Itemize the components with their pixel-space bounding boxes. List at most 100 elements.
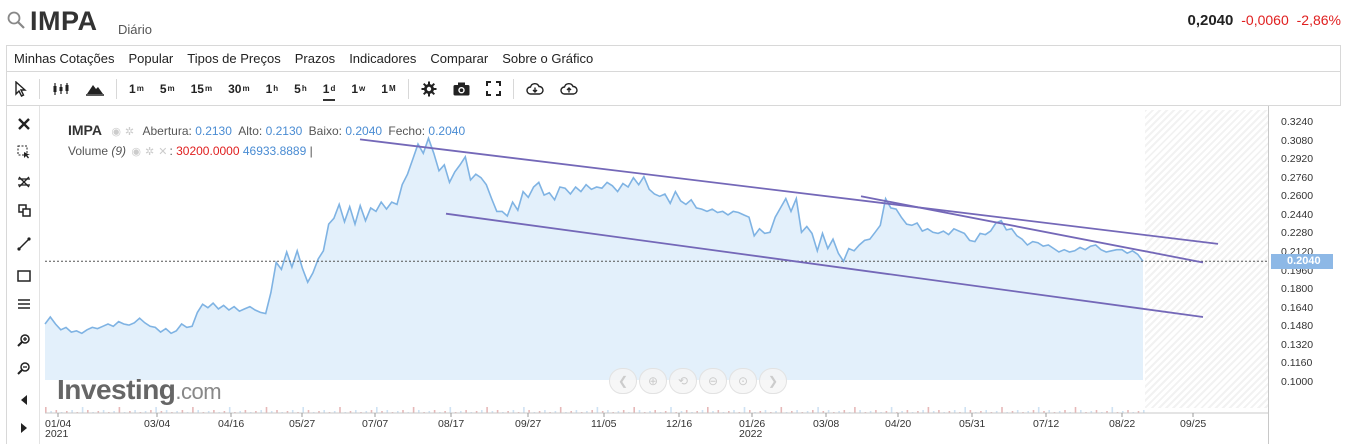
menu-popular[interactable]: Popular: [128, 51, 174, 66]
clone-tool[interactable]: [14, 200, 34, 220]
close-value: 0.2040: [428, 124, 466, 138]
zoom-in-icon: [17, 334, 30, 347]
download-button[interactable]: [518, 77, 552, 101]
low-label: Baixo:: [308, 124, 342, 138]
volume-bar: [144, 411, 147, 413]
volume-bar: [607, 410, 609, 413]
candlestick-icon: [53, 82, 69, 95]
gear-icon: [421, 81, 437, 96]
upload-button[interactable]: [552, 77, 586, 101]
open-label: Abertura:: [142, 124, 192, 138]
interval-unit: h: [273, 84, 279, 93]
x-tick-label: 11/05: [591, 418, 617, 430]
mountain-icon: [86, 84, 104, 96]
x-tick-label: 03/08: [813, 418, 840, 430]
menu-prazos[interactable]: Prazos: [294, 51, 336, 66]
settings-button[interactable]: [413, 77, 445, 101]
pointer-tool-button[interactable]: [7, 77, 35, 101]
legend-gear-icon[interactable]: ✲: [124, 126, 135, 138]
rectangle-tool[interactable]: [14, 266, 34, 286]
cloud-download-icon: [525, 82, 544, 95]
interval-30m-button[interactable]: 30 m: [220, 77, 257, 101]
volume-bar: [1048, 410, 1050, 413]
zoom-out-nav-button[interactable]: ⊖: [699, 368, 727, 394]
trendline[interactable]: [860, 195, 1204, 264]
volume-bar: [486, 407, 488, 413]
zoom-reset-nav-button[interactable]: ⊙: [729, 368, 757, 394]
volume-bar: [302, 407, 304, 413]
price-plot[interactable]: [41, 106, 1268, 444]
menu-minhas-cotacoes[interactable]: Minhas Cotações: [14, 51, 115, 66]
fullscreen-button[interactable]: [478, 77, 509, 101]
close-tool[interactable]: [14, 114, 34, 134]
volume-bar: [260, 410, 262, 413]
area-chart-button[interactable]: [78, 77, 112, 101]
legend-eye-icon[interactable]: ◉: [111, 126, 121, 138]
volume-bar: [822, 411, 825, 413]
scroll-right-tool[interactable]: [14, 418, 34, 438]
x-tick-label: 08/22: [1109, 418, 1136, 430]
volume-bar: [1127, 410, 1129, 413]
select-area-icon: [17, 145, 30, 159]
scroll-left-tool[interactable]: [14, 390, 34, 410]
fibonacci-icon: [18, 176, 30, 188]
y-tick-label: 0.1480: [1281, 320, 1314, 333]
select-area-tool[interactable]: [14, 142, 34, 162]
trendline[interactable]: [445, 212, 1204, 318]
volume-bar: [827, 410, 830, 413]
price-axis[interactable]: 0.1000 0.1160 0.1320 0.1480 0.1640 0.1800 0.19…: [1268, 106, 1341, 444]
volume-gear-icon[interactable]: ✲: [145, 146, 155, 158]
close-label: Fecho:: [388, 124, 426, 138]
volume-eye-icon[interactable]: ◉: [131, 146, 141, 158]
fibonacci-tool[interactable]: [14, 172, 34, 192]
volume-bar: [838, 411, 840, 413]
candlestick-chart-button[interactable]: [44, 77, 78, 101]
menu-sobre-o-grafico[interactable]: Sobre o Gráfico: [502, 51, 594, 66]
volume-bar: [244, 410, 247, 413]
line-tool[interactable]: [14, 234, 34, 254]
volume-bar: [376, 407, 378, 413]
volume-bar: [412, 407, 415, 413]
horizontal-lines-tool[interactable]: [14, 294, 34, 314]
screenshot-button[interactable]: [445, 77, 478, 101]
volume-close-icon[interactable]: ✕: [158, 146, 168, 158]
reset-nav-button[interactable]: ⟲: [669, 368, 697, 394]
interval-15m-button[interactable]: 15 m: [183, 77, 220, 101]
volume-bar: [449, 407, 452, 413]
x-year-label: 2022: [739, 428, 763, 440]
menu-indicadores[interactable]: Indicadores: [349, 51, 417, 66]
interval-unit: M: [388, 84, 396, 93]
volume-bar: [81, 407, 84, 413]
volume-bar: [775, 411, 777, 413]
price-chart[interactable]: IMPA ◉ ✲ Abertura: 0.2130 Alto: 0.2130 Ba…: [41, 106, 1341, 444]
interval-label: 1: [351, 81, 359, 96]
menu-tipos-de-precos[interactable]: Tipos de Preços: [187, 51, 281, 66]
zoom-in-tool[interactable]: [14, 330, 34, 350]
volume-bar: [1011, 411, 1014, 413]
zoom-in-nav-button[interactable]: ⊕: [639, 368, 667, 394]
volume-bar: [97, 411, 100, 413]
volume-bar: [869, 411, 872, 413]
volume-bar: [255, 411, 257, 413]
volume-bar: [50, 411, 52, 413]
volume-bar: [985, 410, 987, 413]
volume-bar: [1043, 411, 1045, 413]
ticker-symbol: IMPA: [30, 6, 98, 36]
zoom-out-tool[interactable]: [14, 358, 34, 378]
volume-bar: [418, 410, 420, 413]
trendline[interactable]: [359, 138, 1219, 245]
volume-bar: [717, 410, 720, 413]
search-icon[interactable]: [6, 10, 26, 30]
scroll-right-nav-button[interactable]: ❯: [759, 368, 787, 394]
volume-bar: [349, 411, 352, 413]
menu-comparar[interactable]: Comparar: [430, 51, 489, 66]
interval-unit: m: [204, 84, 213, 93]
scroll-left-nav-button[interactable]: ❮: [609, 368, 637, 394]
